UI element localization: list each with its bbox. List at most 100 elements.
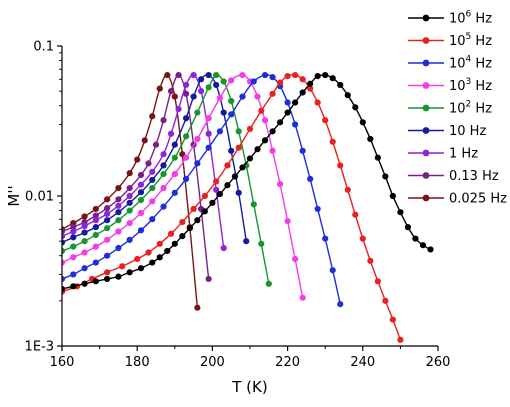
data-point (220, 78, 227, 85)
data-point (92, 243, 99, 250)
legend-label: 102 Hz (449, 100, 492, 117)
data-point (104, 217, 111, 224)
data-point (389, 316, 396, 323)
data-point (175, 71, 182, 79)
data-point (292, 255, 299, 263)
data-point (160, 117, 167, 124)
data-point (156, 240, 163, 247)
data-point (261, 117, 269, 124)
data-point (397, 336, 404, 343)
data-point (329, 75, 336, 82)
legend-swatch-marker (422, 149, 430, 157)
data-point (314, 73, 321, 80)
data-point (134, 156, 141, 163)
series-1 (62, 71, 404, 343)
data-point (70, 234, 77, 241)
data-point (115, 244, 122, 252)
data-point (190, 71, 197, 79)
data-point (171, 93, 178, 100)
data-point (250, 78, 257, 85)
data-point (397, 209, 404, 216)
data-point (322, 71, 329, 79)
series-line-4 (62, 74, 270, 284)
plot-area (62, 71, 434, 343)
data-point (92, 217, 99, 224)
data-point (81, 213, 88, 220)
data-point (243, 238, 250, 245)
data-point (205, 71, 212, 79)
data-point (104, 196, 111, 203)
data-point (322, 117, 329, 124)
data-point (254, 146, 261, 153)
data-point (81, 249, 88, 256)
data-point (382, 173, 389, 180)
data-point (62, 239, 66, 246)
data-point (307, 85, 314, 92)
data-point (367, 257, 374, 264)
data-point (149, 216, 156, 223)
data-point (269, 147, 276, 154)
data-point (126, 269, 133, 276)
data-point (194, 109, 201, 116)
data-point (126, 184, 133, 192)
data-point (205, 130, 212, 137)
data-point (62, 275, 66, 283)
data-point (186, 225, 193, 232)
data-point (254, 93, 261, 100)
data-point (115, 196, 122, 203)
data-point (239, 164, 246, 171)
data-point (70, 271, 77, 278)
data-point (205, 84, 212, 91)
data-point (62, 247, 66, 255)
data-point (190, 93, 197, 100)
data-point (171, 170, 178, 178)
data-point (70, 224, 77, 231)
data-point (382, 297, 389, 304)
legend-label: 106 Hz (449, 10, 492, 27)
y-tick-label: 0.01 (25, 190, 54, 205)
legend: 106 Hz 105 Hz 104 Hz 103 Hz 102 Hz 10 Hz 1 Hz 0… (408, 10, 507, 207)
data-point (104, 225, 111, 232)
data-point (167, 130, 175, 137)
data-point (137, 265, 145, 272)
data-point (258, 240, 265, 247)
data-point (194, 135, 201, 143)
data-point (104, 275, 111, 283)
data-point (367, 135, 374, 143)
legend-label: 0.13 Hz (449, 169, 499, 184)
data-point (292, 71, 299, 79)
data-point (190, 205, 197, 213)
data-point (134, 255, 141, 263)
data-point (216, 94, 224, 102)
data-point (258, 107, 265, 114)
data-point (92, 259, 99, 266)
data-point (137, 196, 145, 204)
axes: 160 180 200 220 240 260 1E-3 0.01 0.1 (25, 40, 451, 371)
data-point (182, 90, 190, 97)
data-point (115, 202, 122, 209)
data-point (126, 236, 133, 243)
data-point (419, 242, 427, 249)
legend-swatch-marker (422, 14, 430, 22)
data-point (389, 192, 396, 200)
series-6 (62, 71, 227, 252)
series-2 (62, 71, 344, 308)
data-point (205, 144, 212, 151)
data-point (276, 181, 284, 188)
data-point (322, 235, 329, 242)
data-point (115, 217, 122, 224)
data-point (137, 171, 145, 179)
data-point (167, 88, 175, 95)
data-point (104, 252, 111, 259)
data-point (213, 186, 220, 193)
data-point (213, 81, 220, 89)
series-line-8 (62, 74, 199, 308)
data-point (269, 90, 276, 97)
legend-swatch-marker (422, 104, 430, 112)
series-line-0 (62, 74, 431, 290)
data-point (269, 128, 276, 135)
series-5 (62, 71, 250, 246)
data-point (182, 175, 190, 183)
data-point (104, 210, 111, 217)
data-point (175, 105, 182, 113)
